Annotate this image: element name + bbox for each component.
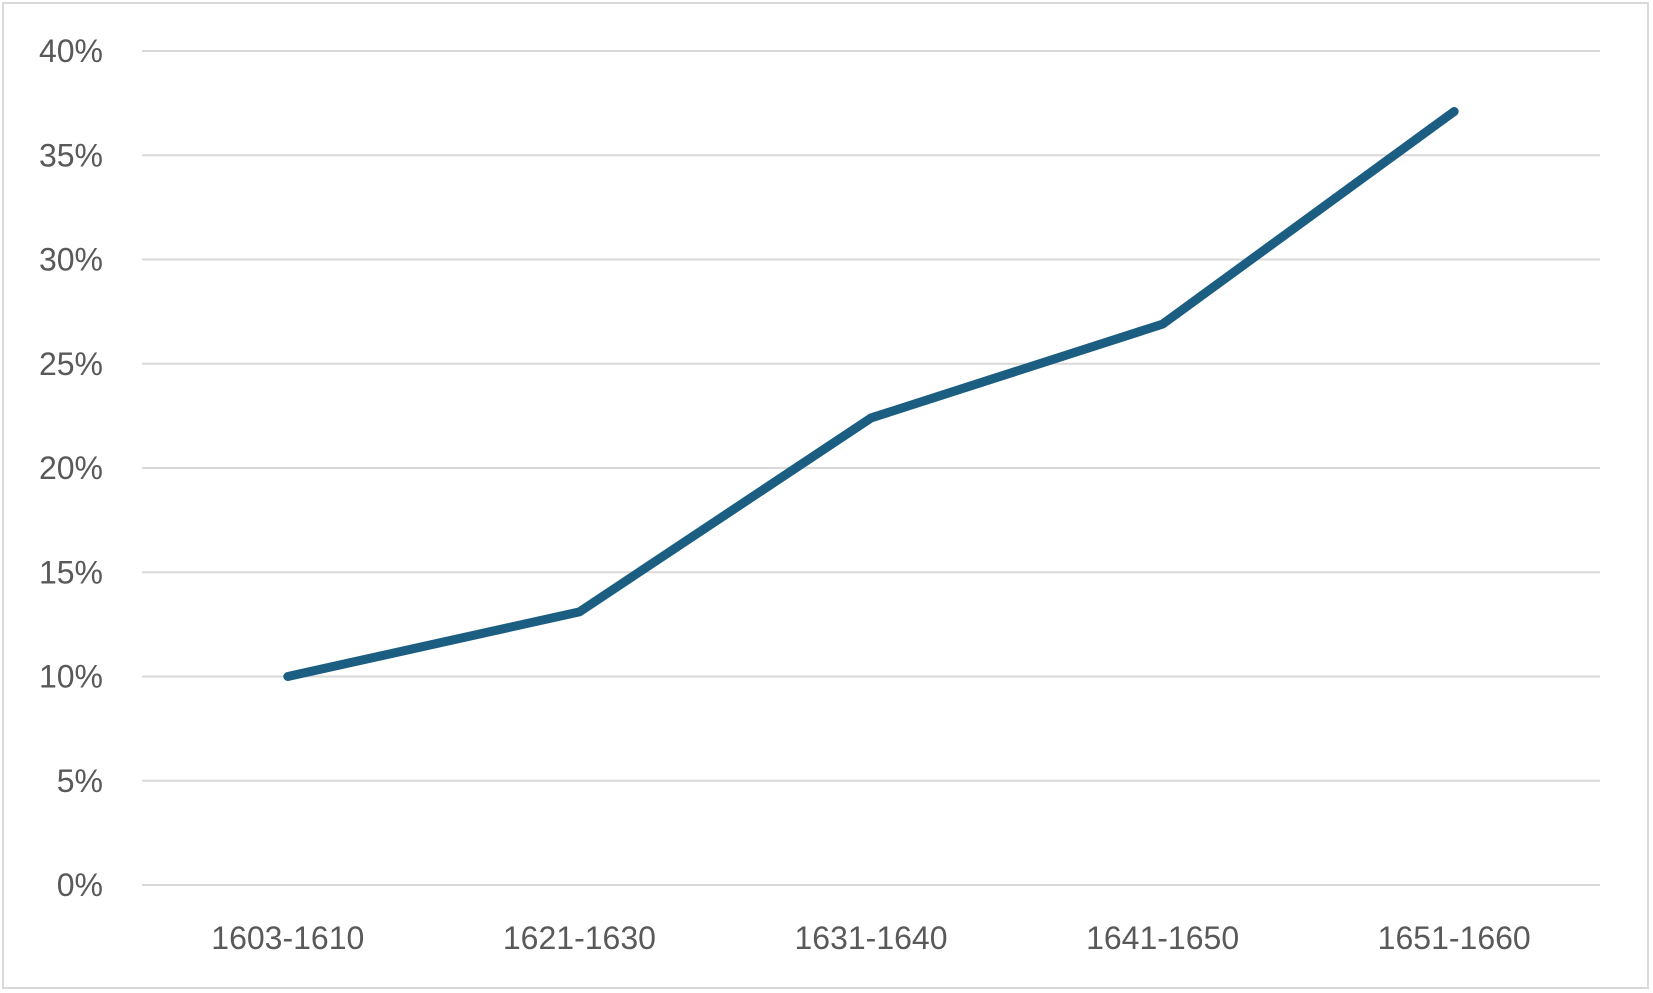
x-tick-label: 1631-1640 [794, 920, 947, 956]
y-tick-label: 20% [39, 450, 103, 486]
series-group [283, 106, 1459, 681]
gridlines [142, 50, 1600, 886]
y-tick-label: 40% [39, 33, 103, 69]
y-tick-label: 15% [39, 554, 103, 590]
x-tick-label: 1651-1660 [1378, 920, 1531, 956]
y-tick-label: 10% [39, 659, 103, 695]
y-tick-label: 5% [57, 763, 103, 799]
y-tick-label: 25% [39, 346, 103, 382]
y-tick-label: 30% [39, 242, 103, 278]
x-tick-label: 1621-1630 [503, 920, 656, 956]
y-tick-label: 35% [39, 137, 103, 173]
x-axis-tick-labels: 1603-1610 1621-1630 1631-1640 1641-1650 1651… [211, 920, 1530, 956]
y-tick-label: 0% [57, 867, 103, 903]
y-axis-tick-labels: 0% 5% 10% 15% 20% 25% 30% 35% 40% [39, 33, 103, 903]
x-tick-label: 1603-1610 [211, 920, 364, 956]
series-line-0 [283, 106, 1459, 681]
x-tick-label: 1641-1650 [1086, 920, 1239, 956]
